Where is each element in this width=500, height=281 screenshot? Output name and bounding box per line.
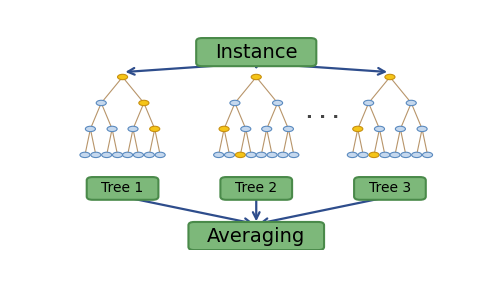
Ellipse shape (272, 100, 282, 106)
Ellipse shape (107, 126, 117, 132)
Ellipse shape (348, 152, 358, 158)
Ellipse shape (139, 100, 149, 106)
Ellipse shape (128, 126, 138, 132)
Ellipse shape (369, 152, 379, 158)
Ellipse shape (118, 74, 128, 80)
Ellipse shape (96, 100, 106, 106)
Ellipse shape (417, 126, 427, 132)
Ellipse shape (406, 100, 416, 106)
FancyBboxPatch shape (220, 177, 292, 200)
Ellipse shape (267, 152, 277, 158)
FancyBboxPatch shape (354, 177, 426, 200)
Ellipse shape (80, 152, 90, 158)
Ellipse shape (284, 126, 294, 132)
Text: Tree 1: Tree 1 (102, 182, 143, 195)
Text: Averaging: Averaging (207, 226, 306, 246)
Text: Tree 2: Tree 2 (235, 182, 278, 195)
Ellipse shape (385, 74, 395, 80)
Ellipse shape (289, 152, 299, 158)
Ellipse shape (396, 126, 406, 132)
Ellipse shape (358, 152, 368, 158)
Ellipse shape (380, 152, 390, 158)
Ellipse shape (352, 126, 363, 132)
FancyBboxPatch shape (196, 38, 316, 66)
Ellipse shape (102, 152, 112, 158)
Ellipse shape (219, 126, 229, 132)
Ellipse shape (86, 126, 96, 132)
FancyBboxPatch shape (188, 222, 324, 250)
Ellipse shape (144, 152, 154, 158)
Ellipse shape (150, 126, 160, 132)
Ellipse shape (224, 152, 234, 158)
Text: . . .: . . . (306, 104, 340, 122)
Text: Instance: Instance (215, 43, 298, 62)
Ellipse shape (364, 100, 374, 106)
Ellipse shape (246, 152, 256, 158)
Ellipse shape (241, 126, 251, 132)
Ellipse shape (134, 152, 143, 158)
Text: Tree 3: Tree 3 (369, 182, 411, 195)
Ellipse shape (230, 100, 240, 106)
Ellipse shape (422, 152, 432, 158)
Ellipse shape (122, 152, 132, 158)
Ellipse shape (278, 152, 288, 158)
Ellipse shape (412, 152, 422, 158)
Ellipse shape (112, 152, 122, 158)
Ellipse shape (251, 74, 262, 80)
Ellipse shape (401, 152, 411, 158)
Ellipse shape (155, 152, 165, 158)
Ellipse shape (236, 152, 246, 158)
Ellipse shape (256, 152, 266, 158)
Ellipse shape (390, 152, 400, 158)
Ellipse shape (262, 126, 272, 132)
Ellipse shape (214, 152, 224, 158)
FancyBboxPatch shape (86, 177, 158, 200)
Ellipse shape (91, 152, 101, 158)
Ellipse shape (374, 126, 384, 132)
